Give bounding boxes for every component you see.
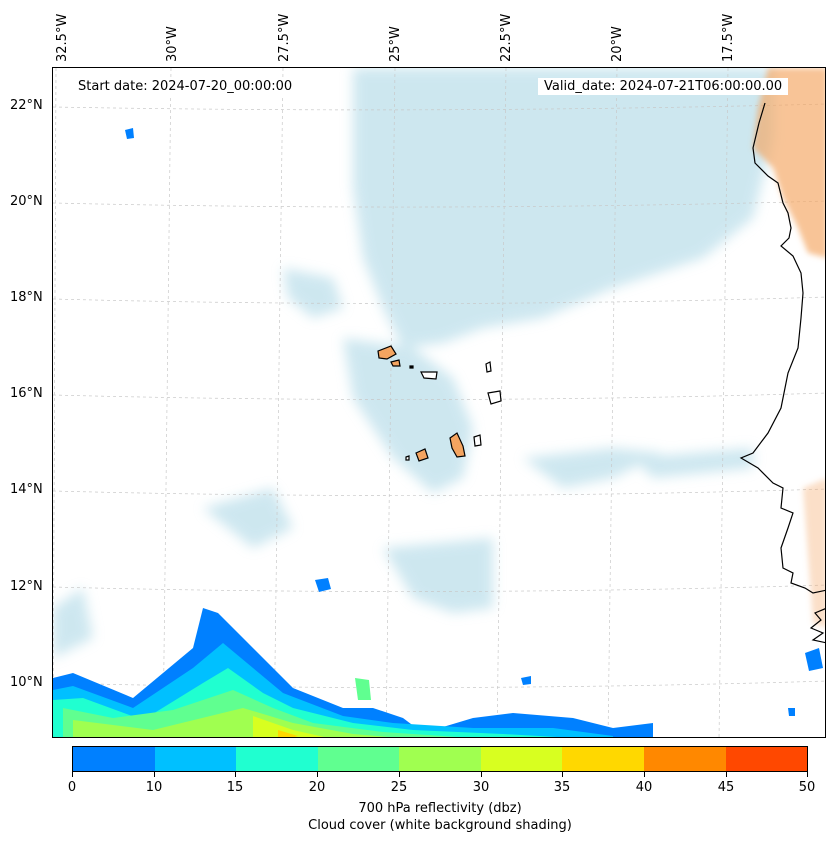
lon-label-32-5w: 32.5°W: [55, 13, 70, 62]
lat-label-16n: 16°N: [10, 386, 43, 401]
map-panel: [52, 67, 826, 738]
colorbar-tick-mark: [235, 772, 236, 777]
lon-label-17-5w: 17.5°W: [721, 13, 736, 62]
colorbar-tick-mark: [562, 772, 563, 777]
colorbar-bin-0-10: [73, 747, 155, 771]
colorbar-tick-label: 45: [717, 780, 735, 795]
lat-label-10n: 10°N: [10, 675, 43, 690]
land-warm-shading: [753, 68, 825, 628]
colorbar-sublabel: Cloud cover (white background shading): [308, 818, 572, 833]
colorbar-tick-label: 15: [226, 780, 244, 795]
colorbar-bin-20-25: [317, 747, 400, 771]
colorbar-tick-mark: [154, 772, 155, 777]
lat-label-22n: 22°N: [10, 98, 43, 113]
coastline-africa: [739, 102, 825, 594]
colorbar-bin-25-30: [399, 747, 481, 771]
coastline-guinea-bissau: [809, 608, 825, 644]
lon-label-22-5w: 22.5°W: [499, 13, 514, 62]
lat-label-20n: 20°N: [10, 194, 43, 209]
colorbar-bin-30-35: [480, 747, 563, 771]
colorbar-tick-mark: [807, 772, 808, 777]
colorbar-tick-mark: [317, 772, 318, 777]
colorbar-bin-40-45: [643, 747, 726, 771]
colorbar-tick-label: 35: [553, 780, 571, 795]
colorbar-bin-10-15: [154, 747, 237, 771]
lon-label-20w: 20°W: [610, 26, 625, 62]
colorbar-tick-mark: [726, 772, 727, 777]
colorbar-tick-mark: [72, 772, 73, 777]
lon-label-25w: 25°W: [388, 26, 403, 62]
reflectivity-colorbar: [72, 746, 808, 772]
start-date-label: Start date: 2024-07-20_00:00:00: [72, 78, 299, 95]
colorbar-tick-label: 25: [390, 780, 408, 795]
lat-label-14n: 14°N: [10, 482, 43, 497]
colorbar-bin-15-20: [236, 747, 318, 771]
cloud-cover-shading: [53, 68, 773, 658]
colorbar-tick-mark: [399, 772, 400, 777]
colorbar-tick-label: 20: [308, 780, 326, 795]
colorbar-tick-label: 10: [145, 780, 163, 795]
colorbar-tick-label: 30: [472, 780, 490, 795]
reflectivity-shading: [53, 128, 823, 737]
colorbar-tick-mark: [481, 772, 482, 777]
lon-label-30w: 30°W: [165, 26, 180, 62]
colorbar-bin-35-40: [562, 747, 644, 771]
colorbar-tick-label: 50: [798, 780, 816, 795]
colorbar-tick-label: 40: [635, 780, 653, 795]
cape-verde-islands: [377, 345, 502, 462]
valid-date-label: Valid_date: 2024-07-21T06:00:00.00: [538, 78, 789, 95]
lat-label-18n: 18°N: [10, 290, 43, 305]
colorbar-label: 700 hPa reflectivity (dbz): [358, 801, 522, 816]
colorbar-tick-label: 0: [67, 780, 77, 795]
colorbar-tick-mark: [644, 772, 645, 777]
lon-label-27-5w: 27.5°W: [277, 13, 292, 62]
lat-label-12n: 12°N: [10, 579, 43, 594]
map-canvas: [53, 68, 825, 737]
colorbar-bin-45-50: [725, 747, 808, 771]
